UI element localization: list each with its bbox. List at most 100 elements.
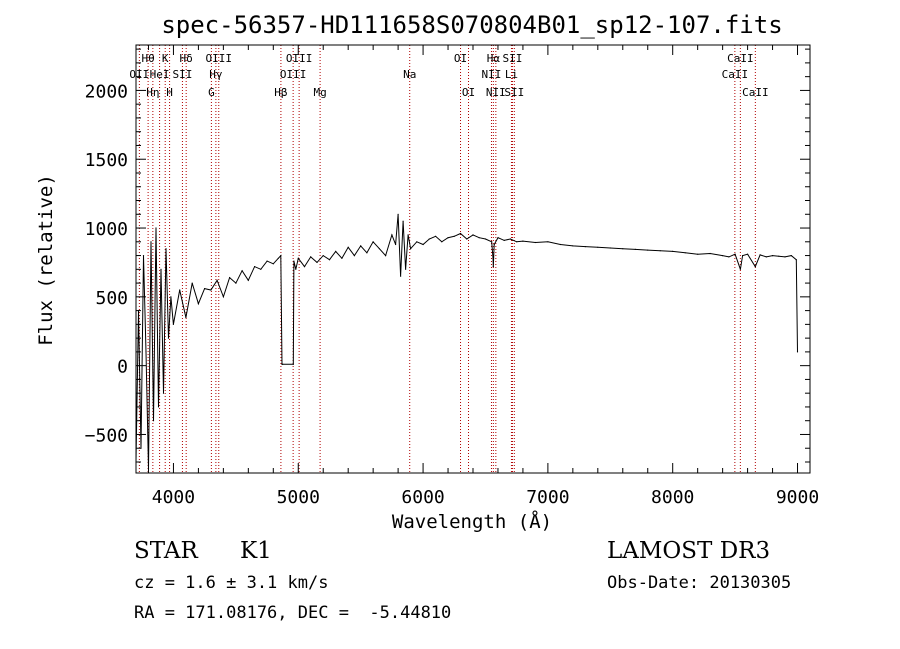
- y-tick-label-3: 1000: [85, 219, 128, 240]
- line-label-15: Na: [403, 68, 416, 81]
- data-point-0-58: [402, 220, 404, 222]
- data-point-0-18: [191, 282, 193, 284]
- data-point-0-14: [170, 296, 172, 298]
- cz-value: cz = 1.6 ± 3.1 km/s: [134, 573, 329, 593]
- data-point-0-74: [491, 241, 493, 243]
- line-label-2: Hη: [146, 86, 159, 99]
- data-point-0-72: [478, 237, 480, 239]
- y-tick-label-1: 0: [117, 357, 128, 378]
- data-point-0-52: [378, 248, 380, 250]
- data-point-0-19: [197, 303, 199, 305]
- data-point-0-31: [272, 263, 274, 265]
- data-point-0-45: [335, 250, 337, 252]
- data-point-0-32: [277, 257, 279, 259]
- data-point-0-90: [622, 248, 624, 250]
- data-point-0-7: [152, 420, 155, 422]
- data-point-0-96: [697, 253, 699, 255]
- spectral-line-markers: [138, 45, 756, 473]
- data-point-0-23: [222, 296, 224, 298]
- data-point-0-82: [522, 240, 524, 242]
- data-point-0-73: [484, 238, 487, 240]
- data-point-0-55: [395, 243, 397, 246]
- data-point-0-85: [559, 243, 562, 246]
- data-point-0-29: [260, 268, 262, 270]
- data-point-0-60: [407, 234, 409, 236]
- data-point-0-84: [547, 241, 549, 243]
- data-point-0-88: [597, 246, 599, 248]
- data-point-0-68: [453, 235, 455, 237]
- data-point-0-95: [684, 252, 686, 254]
- line-label-1: OII: [129, 68, 149, 81]
- y-tick-label-5: 2000: [85, 81, 128, 102]
- spectrum-series: [135, 213, 799, 470]
- data-point-0-65: [435, 235, 437, 237]
- y-tick-label-2: 500: [95, 288, 128, 309]
- data-point-0-44: [328, 259, 331, 261]
- data-point-0-79: [503, 239, 505, 241]
- line-label-24: CaII: [727, 52, 754, 65]
- data-point-0-112: [796, 351, 799, 353]
- line-label-9: Hγ: [209, 68, 223, 81]
- data-point-0-50: [366, 252, 368, 254]
- plot-frame: [135, 44, 811, 474]
- data-point-0-81: [516, 241, 518, 243]
- data-point-0-17: [185, 316, 187, 319]
- data-point-0-93: [659, 250, 661, 252]
- data-point-0-106: [765, 256, 767, 258]
- data-point-0-28: [254, 266, 256, 268]
- line-label-21: SII: [503, 52, 523, 65]
- data-point-0-101: [739, 268, 742, 270]
- line-label-12: OIII: [286, 52, 313, 65]
- data-point-0-69: [459, 232, 462, 235]
- data-point-0-46: [341, 257, 343, 259]
- x-tick-label-4: 8000: [651, 487, 694, 508]
- data-point-0-89: [609, 247, 611, 249]
- data-point-0-78: [497, 237, 499, 239]
- x-tick-label-0: 4000: [152, 487, 195, 508]
- data-point-0-107: [772, 255, 774, 257]
- x-tick-label-1: 5000: [277, 487, 320, 508]
- data-point-0-27: [247, 279, 249, 281]
- data-point-0-35: [282, 363, 284, 365]
- data-point-0-41: [310, 256, 312, 258]
- data-point-0-49: [360, 245, 362, 247]
- x-axis-ticks: 4000 5000 6000 7000 8000 9000: [147, 45, 819, 508]
- data-point-0-63: [422, 243, 424, 246]
- data-point-0-8: [155, 227, 157, 229]
- data-point-0-56: [397, 213, 399, 215]
- data-point-0-26: [241, 270, 243, 272]
- line-label-25: CaII: [722, 68, 749, 81]
- data-point-0-53: [385, 255, 387, 257]
- class-label: STAR: [134, 538, 198, 564]
- data-point-0-103: [747, 253, 749, 255]
- data-point-0-36: [292, 363, 294, 365]
- data-point-0-13: [167, 337, 170, 339]
- line-label-0: Hθ: [141, 52, 154, 65]
- line-label-22: Li: [505, 68, 518, 81]
- data-point-0-61: [410, 248, 412, 250]
- data-point-0-92: [647, 249, 649, 251]
- data-point-0-75: [492, 257, 494, 259]
- chart-title: spec-56357-HD111658S070804B01_sp12-107.f…: [161, 11, 782, 39]
- data-point-0-100: [734, 253, 736, 255]
- spectral-line-labels: Hθ OII Hη HeI K H SII Hδ OIII Hγ G Hβ OIII OIII Mg Na OI…: [129, 52, 768, 99]
- data-point-0-67: [447, 237, 449, 239]
- x-tick-label-5: 9000: [776, 487, 819, 508]
- data-point-0-51: [372, 241, 374, 243]
- line-label-17: OI: [462, 86, 475, 99]
- data-point-0-71: [472, 234, 474, 236]
- data-point-0-98: [722, 255, 724, 257]
- data-point-0-39: [297, 257, 299, 259]
- data-point-0-40: [303, 266, 306, 268]
- data-point-0-111: [795, 259, 797, 261]
- data-point-0-80: [509, 238, 511, 240]
- data-point-0-25: [235, 282, 237, 284]
- data-point-0-11: [162, 392, 165, 394]
- line-label-18: Hα: [487, 52, 501, 65]
- data-point-0-4: [145, 351, 147, 353]
- data-point-0-66: [441, 241, 443, 243]
- data-point-0-105: [759, 254, 761, 256]
- data-point-0-86: [572, 245, 574, 247]
- data-point-0-43: [322, 255, 324, 257]
